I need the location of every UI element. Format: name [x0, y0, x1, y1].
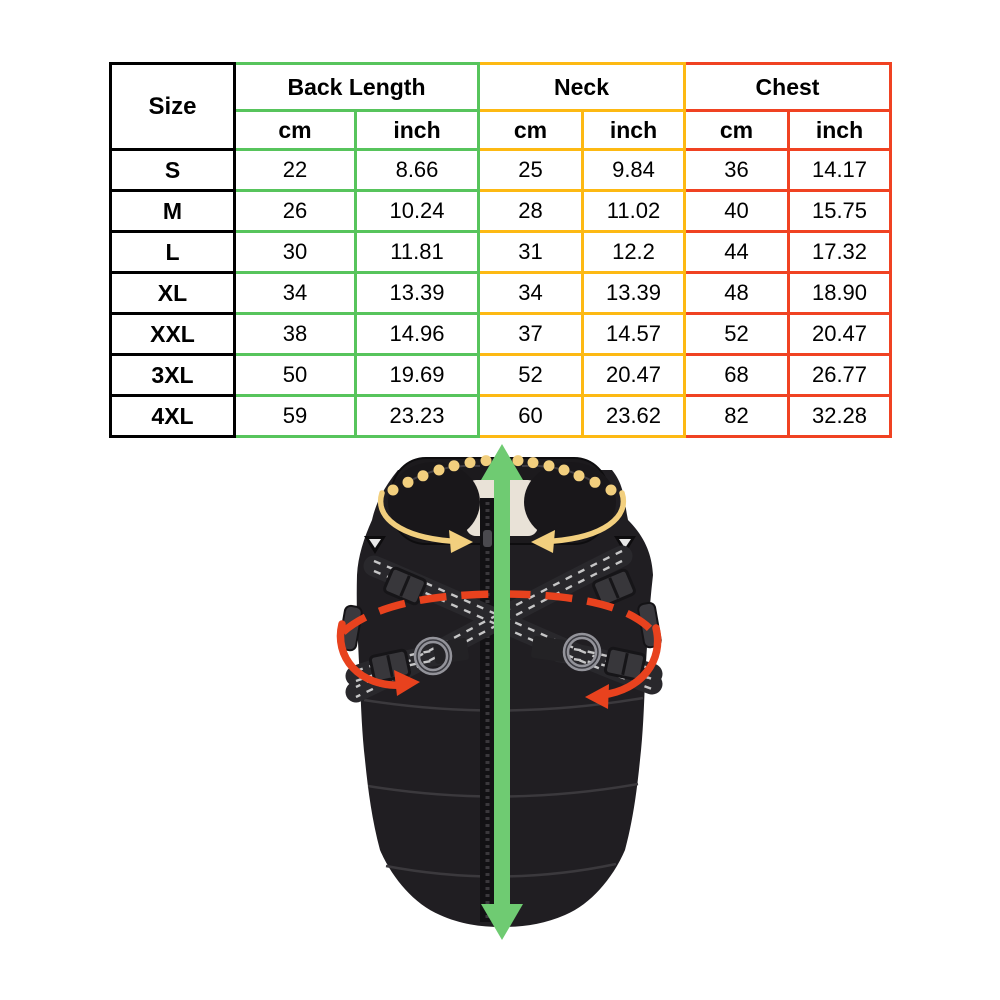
measurement-cell: 13.39 — [354, 271, 480, 315]
measurement-cell: 26 — [233, 189, 357, 233]
measurement-cell: 28 — [477, 189, 584, 233]
harness-straps — [345, 545, 663, 703]
measurement-cell: 25 — [477, 148, 584, 192]
measurement-cell: 20.47 — [581, 353, 686, 397]
chest-header: Chest — [683, 62, 892, 112]
measurement-cell: 59 — [233, 394, 357, 438]
neck-cm-header: cm — [477, 109, 584, 151]
back-length-inch-header: inch — [354, 109, 480, 151]
chest-inch-header: inch — [787, 109, 892, 151]
table-row: XL 34 13.39 34 13.39 48 18.90 — [109, 271, 892, 315]
size-chart-table: Size Back Length Neck Chest cm inch cm i… — [109, 62, 892, 438]
measurement-cell: 50 — [233, 353, 357, 397]
measurement-cell: 12.2 — [581, 230, 686, 274]
table-row: L 30 11.81 31 12.2 44 17.32 — [109, 230, 892, 274]
measurement-cell: 32.28 — [787, 394, 892, 438]
neck-arrow-left — [377, 490, 453, 544]
measurement-cell: 13.39 — [581, 271, 686, 315]
back-length-cm-header: cm — [233, 109, 357, 151]
measurement-cell: 11.81 — [354, 230, 480, 274]
dog-vest-diagram — [336, 444, 663, 940]
back-length-arrow — [481, 444, 523, 940]
measurement-cell: 23.23 — [354, 394, 480, 438]
neck-measure-arc — [377, 454, 627, 553]
neck-inch-header: inch — [581, 109, 686, 151]
measurement-cell: 14.17 — [787, 148, 892, 192]
chest-arrow-left — [336, 620, 408, 689]
zipper — [480, 498, 495, 922]
table-row: M 26 10.24 28 11.02 40 15.75 — [109, 189, 892, 233]
size-cell: 4XL — [109, 394, 236, 438]
measurement-cell: 31 — [477, 230, 584, 274]
neck-arrow-right — [551, 490, 627, 544]
measurement-cell: 17.32 — [787, 230, 892, 274]
size-cell: M — [109, 189, 236, 233]
size-table-body: S 22 8.66 25 9.84 36 14.17 M 26 10.24 28 11.02 40 15.… — [109, 148, 892, 438]
measurement-cell: 14.57 — [581, 312, 686, 356]
measurement-cell: 19.69 — [354, 353, 480, 397]
measurement-cell: 37 — [477, 312, 584, 356]
measurement-cell: 9.84 — [581, 148, 686, 192]
chest-arrow-right — [598, 624, 662, 699]
measurement-cell: 34 — [233, 271, 357, 315]
table-row: 4XL 59 23.23 60 23.62 82 32.28 — [109, 394, 892, 438]
measurement-cell: 82 — [683, 394, 790, 438]
measurement-cell: 10.24 — [354, 189, 480, 233]
size-cell: XL — [109, 271, 236, 315]
size-cell: S — [109, 148, 236, 192]
measurement-cell: 22 — [233, 148, 357, 192]
measurement-cell: 40 — [683, 189, 790, 233]
measurement-cell: 48 — [683, 271, 790, 315]
size-cell: XXL — [109, 312, 236, 356]
back-length-header: Back Length — [233, 62, 480, 112]
measurement-cell: 20.47 — [787, 312, 892, 356]
size-cell: L — [109, 230, 236, 274]
measurement-cell: 15.75 — [787, 189, 892, 233]
table-row: XXL 38 14.96 37 14.57 52 20.47 — [109, 312, 892, 356]
chest-measure-arc — [336, 590, 662, 709]
size-column-header: Size — [109, 62, 236, 151]
measurement-cell: 68 — [683, 353, 790, 397]
table-row: 3XL 50 19.69 52 20.47 68 26.77 — [109, 353, 892, 397]
measurement-cell: 38 — [233, 312, 357, 356]
measurement-cell: 34 — [477, 271, 584, 315]
side-triangle-loops — [364, 536, 636, 554]
strap-buckles — [368, 566, 647, 684]
measurement-cell: 14.96 — [354, 312, 480, 356]
measurement-cell: 8.66 — [354, 148, 480, 192]
measurement-cell: 30 — [233, 230, 357, 274]
measurement-cell: 60 — [477, 394, 584, 438]
measurement-cell: 44 — [683, 230, 790, 274]
table-row: S 22 8.66 25 9.84 36 14.17 — [109, 148, 892, 192]
measurement-cell: 52 — [477, 353, 584, 397]
measurement-cell: 52 — [683, 312, 790, 356]
neck-header: Neck — [477, 62, 686, 112]
measurement-cell: 26.77 — [787, 353, 892, 397]
size-cell: 3XL — [109, 353, 236, 397]
chest-cm-header: cm — [683, 109, 790, 151]
measurement-cell: 11.02 — [581, 189, 686, 233]
measurement-cell: 23.62 — [581, 394, 686, 438]
measurement-cell: 18.90 — [787, 271, 892, 315]
measurement-cell: 36 — [683, 148, 790, 192]
